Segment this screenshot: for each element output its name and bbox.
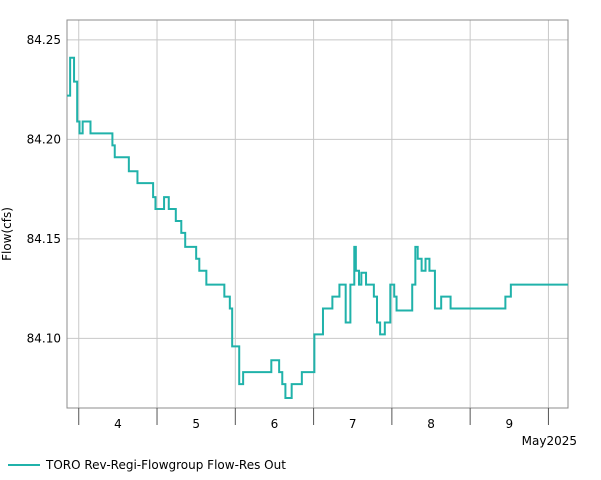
x-tick-label: 6 [271, 417, 279, 431]
grid [67, 20, 568, 408]
y-tick-label: 84.25 [27, 33, 61, 47]
x-tick-label: 9 [505, 417, 513, 431]
plot-border [66, 19, 569, 409]
legend: TORO Rev-Regi-Flowgroup Flow-Res Out [8, 456, 286, 474]
y-axis-title: Flow(cfs) [0, 207, 14, 261]
x-tick-label: 4 [114, 417, 122, 431]
x-tick-label: 5 [192, 417, 200, 431]
plot-area [67, 20, 568, 408]
y-axis-ticks: 84.10 84.15 84.20 84.25 [27, 33, 61, 345]
x-period-label: May2025 [522, 434, 577, 448]
series-layer [67, 56, 568, 400]
legend-label: TORO Rev-Regi-Flowgroup Flow-Res Out [46, 458, 286, 472]
y-tick-label: 84.10 [27, 331, 61, 345]
y-tick-label: 84.20 [27, 132, 61, 146]
x-tick-label: 7 [349, 417, 357, 431]
series-line [67, 56, 568, 400]
x-tick-label: 8 [427, 417, 435, 431]
y-tick-label: 84.15 [27, 232, 61, 246]
x-axis-ticks: 4 5 6 7 8 9 [78, 408, 549, 431]
legend-line-swatch [8, 464, 40, 466]
